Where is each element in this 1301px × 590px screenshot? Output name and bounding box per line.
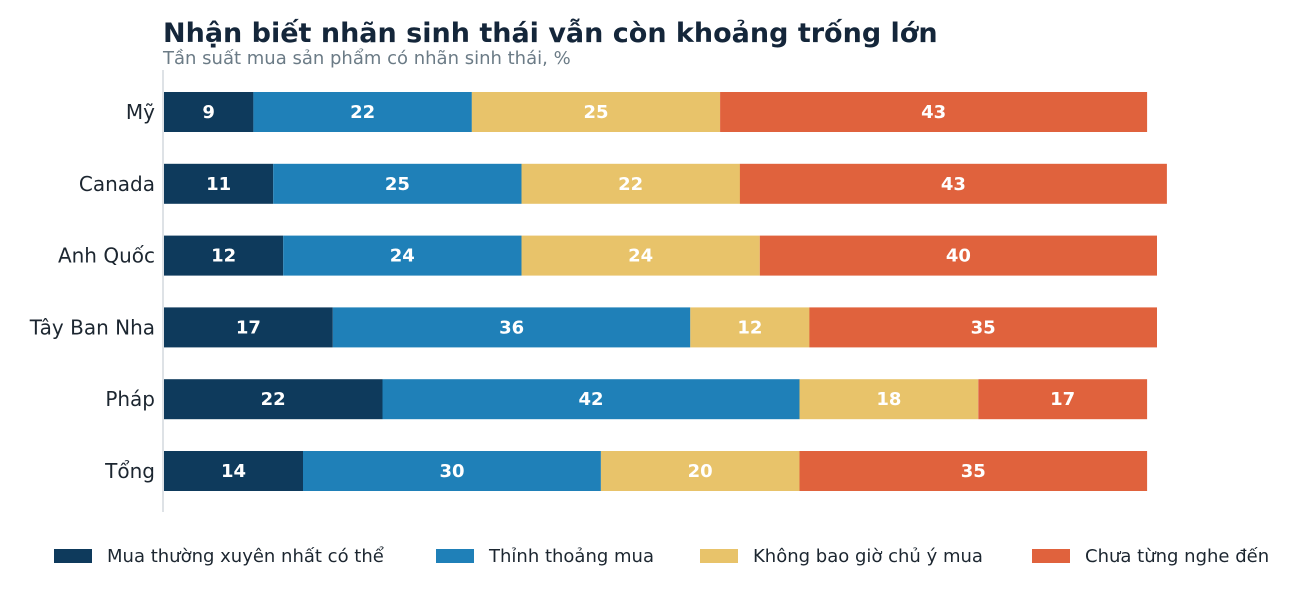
bar-phap-series-4 bbox=[978, 379, 1148, 420]
bar-canada-series-1 bbox=[164, 163, 274, 204]
data-label-my-series-2: 22 bbox=[350, 102, 375, 123]
data-label-tong-series-2: 30 bbox=[439, 461, 464, 482]
bar-tong-series-4 bbox=[799, 451, 1148, 491]
legend-label-2: Thỉnh thoảng mua bbox=[488, 546, 654, 567]
bar-my-series-3 bbox=[471, 92, 721, 132]
bars-layer: 9 22 25 43 11 25 22 43 12 24 24 40 17 36 12 35 22 42 18 17 1… bbox=[164, 92, 1167, 491]
data-label-canada-series-2: 25 bbox=[385, 174, 410, 195]
chart-subtitle: Tần suất mua sản phẩm có nhãn sinh thái,… bbox=[162, 48, 571, 69]
data-label-canada-series-4: 43 bbox=[941, 174, 966, 195]
bar-tay-ban-nha-series-4 bbox=[809, 307, 1157, 348]
bar-canada-series-4 bbox=[739, 163, 1167, 204]
data-label-tay-ban-nha-series-3: 12 bbox=[737, 317, 762, 338]
legend-swatch-4 bbox=[1032, 549, 1070, 563]
bar-tay-ban-nha-series-3 bbox=[690, 307, 810, 348]
data-label-tay-ban-nha-series-4: 35 bbox=[971, 317, 996, 338]
data-label-anh-quoc-series-4: 40 bbox=[946, 246, 971, 267]
chart-title: Nhận biết nhãn sinh thái vẫn còn khoảng … bbox=[163, 18, 938, 49]
legend-label-1: Mua thường xuyên nhất có thể bbox=[107, 546, 384, 567]
bar-canada-series-2 bbox=[273, 163, 522, 204]
category-label-my: Mỹ bbox=[126, 100, 155, 124]
bar-my-series-2 bbox=[253, 92, 472, 132]
data-label-tay-ban-nha-series-1: 17 bbox=[236, 317, 261, 338]
bar-tong-series-3 bbox=[600, 451, 800, 491]
legend-label-4: Chưa từng nghe đến bbox=[1085, 546, 1269, 567]
data-label-my-series-3: 25 bbox=[583, 102, 608, 123]
bar-phap-series-2 bbox=[382, 379, 800, 420]
bar-tay-ban-nha-series-1 bbox=[164, 307, 333, 348]
bar-anh-quoc-series-4 bbox=[759, 235, 1157, 276]
data-label-phap-series-3: 18 bbox=[876, 389, 901, 410]
bar-my-series-4 bbox=[720, 92, 1148, 132]
bar-tong-series-2 bbox=[303, 451, 601, 491]
data-label-tong-series-3: 20 bbox=[688, 461, 713, 482]
data-label-my-series-1: 9 bbox=[202, 102, 215, 123]
bar-phap-series-1 bbox=[164, 379, 383, 420]
data-label-my-series-4: 43 bbox=[921, 102, 946, 123]
legend-label-3: Không bao giờ chủ ý mua bbox=[753, 546, 983, 567]
category-label-tong: Tổng bbox=[104, 459, 155, 483]
data-label-canada-series-3: 22 bbox=[618, 174, 643, 195]
category-label-tay-ban-nha: Tây Ban Nha bbox=[29, 315, 155, 339]
data-label-anh-quoc-series-3: 24 bbox=[628, 246, 653, 267]
data-label-tong-series-4: 35 bbox=[961, 461, 986, 482]
bar-canada-series-3 bbox=[521, 163, 740, 204]
bar-anh-quoc-series-3 bbox=[521, 235, 760, 276]
category-label-phap: Pháp bbox=[105, 387, 155, 411]
data-label-phap-series-1: 22 bbox=[261, 389, 286, 410]
data-label-phap-series-4: 17 bbox=[1050, 389, 1075, 410]
legend: Mua thường xuyên nhất có thể Thỉnh thoảng… bbox=[54, 546, 1269, 567]
category-labels: Mỹ Canada Anh Quốc Tây Ban Nha Pháp Tổng bbox=[29, 100, 155, 483]
category-label-canada: Canada bbox=[79, 172, 155, 196]
bar-phap-series-3 bbox=[799, 379, 979, 420]
data-label-tay-ban-nha-series-2: 36 bbox=[499, 317, 524, 338]
bar-my-series-1 bbox=[164, 92, 254, 132]
legend-swatch-2 bbox=[436, 549, 474, 563]
bar-tong-series-1 bbox=[164, 451, 303, 491]
data-label-tong-series-1: 14 bbox=[221, 461, 246, 482]
bar-anh-quoc-series-2 bbox=[283, 235, 522, 276]
data-label-anh-quoc-series-1: 12 bbox=[211, 246, 236, 267]
data-label-anh-quoc-series-2: 24 bbox=[390, 246, 415, 267]
category-label-anh-quoc: Anh Quốc bbox=[58, 244, 155, 268]
legend-swatch-3 bbox=[700, 549, 738, 563]
bar-tay-ban-nha-series-2 bbox=[332, 307, 691, 348]
bar-anh-quoc-series-1 bbox=[164, 235, 284, 276]
legend-swatch-1 bbox=[54, 549, 92, 563]
data-label-canada-series-1: 11 bbox=[206, 174, 231, 195]
data-label-phap-series-2: 42 bbox=[578, 389, 603, 410]
